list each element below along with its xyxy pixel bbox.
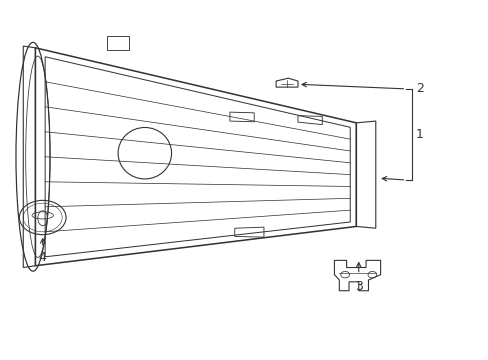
Text: 3: 3 (354, 280, 362, 293)
Text: 4: 4 (39, 251, 46, 265)
Text: 2: 2 (415, 82, 423, 95)
Text: 1: 1 (415, 128, 423, 141)
